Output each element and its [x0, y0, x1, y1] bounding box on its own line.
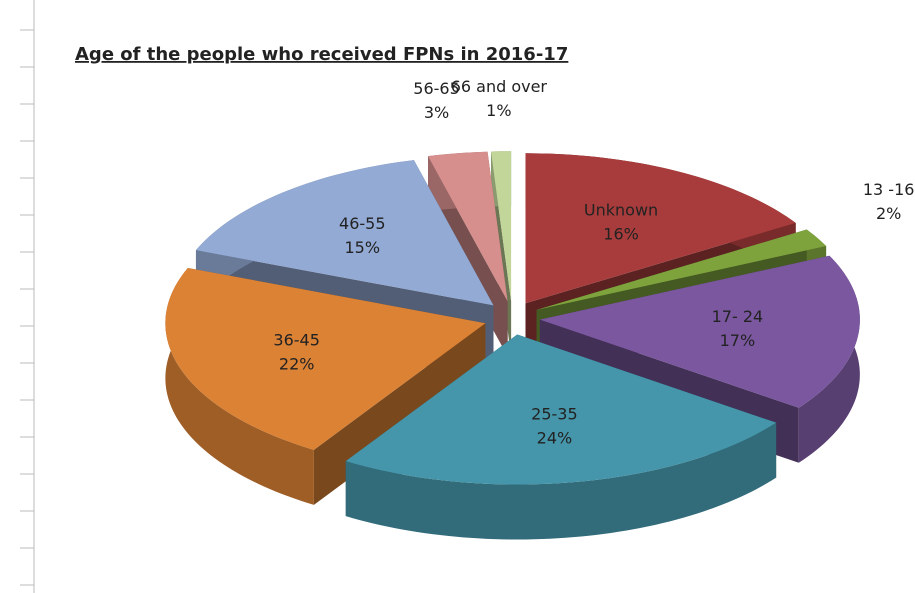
slice-top	[428, 151, 508, 302]
slice-top	[491, 151, 512, 302]
slice-value-label: 22%	[279, 354, 315, 373]
pie: Unknown 16% 13 -16 2% 17- 24 17% 25-35 24% 36-45…	[165, 77, 914, 540]
slice-top	[195, 160, 494, 306]
slice-top	[525, 153, 796, 304]
slice-wall	[345, 422, 777, 540]
slice-category: Unknown	[584, 200, 658, 219]
slice-value-label: 1%	[486, 101, 511, 120]
slice-top	[345, 334, 777, 485]
slice-value-label: 2%	[876, 204, 901, 223]
slice-top	[539, 255, 860, 408]
slice-category: 56-65	[413, 79, 460, 98]
slice-value-label: 24%	[537, 428, 573, 447]
slice-top	[165, 267, 486, 450]
slice-value-label: 16%	[603, 224, 639, 243]
slice-category: 66 and over	[451, 77, 548, 96]
slice-top	[536, 229, 827, 310]
chart-title: Age of the people who received FPNs in 2…	[75, 44, 568, 65]
slice-category: 17- 24	[712, 307, 764, 326]
slice-wall	[165, 267, 314, 505]
slice-category: 13 -16	[863, 180, 915, 199]
ruler	[20, 29, 34, 586]
slice-value-label: 15%	[344, 238, 380, 257]
slice-value-label: 17%	[720, 331, 756, 350]
slice	[345, 334, 777, 540]
slice-category: 36-45	[273, 330, 320, 349]
slice-category: 46-55	[339, 214, 386, 233]
slice-category: 25-35	[531, 404, 578, 423]
slice-value-label: 3%	[424, 103, 449, 122]
